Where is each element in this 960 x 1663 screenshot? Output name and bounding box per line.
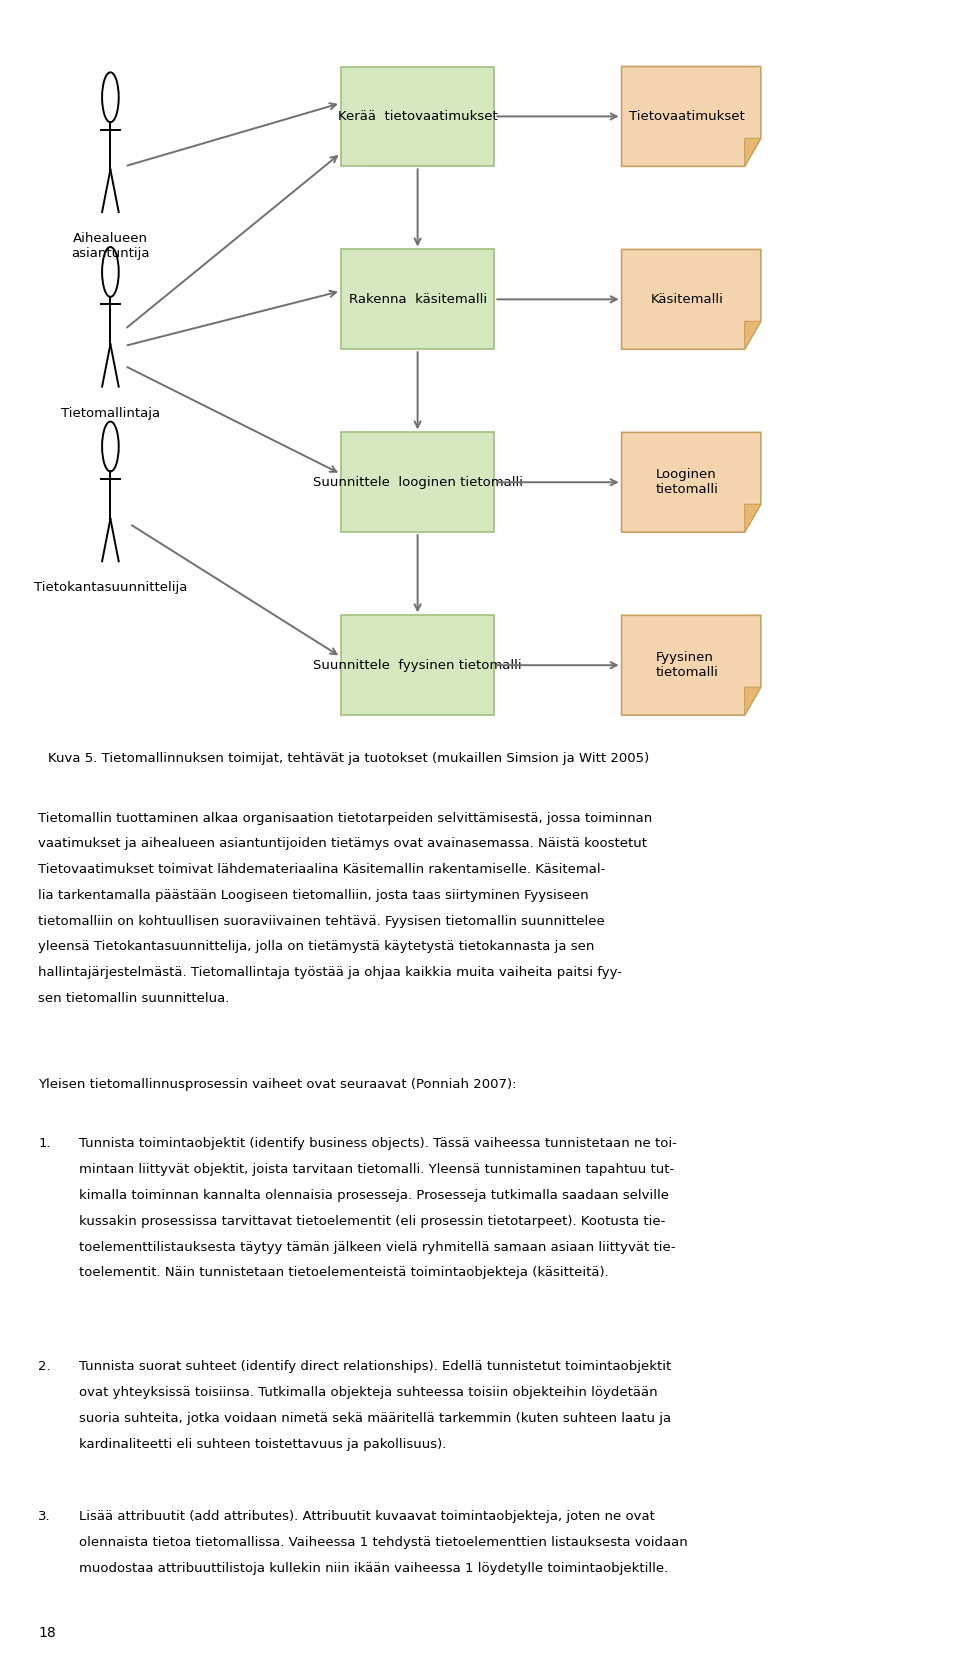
- Text: kussakin prosessissa tarvittavat tietoelementit (eli prosessin tietotarpeet). Ko: kussakin prosessissa tarvittavat tietoel…: [79, 1214, 665, 1227]
- Polygon shape: [621, 249, 760, 349]
- Text: Kuva 5. Tietomallinnuksen toimijat, tehtävät ja tuotokset (mukaillen Simsion ja : Kuva 5. Tietomallinnuksen toimijat, teht…: [48, 752, 649, 765]
- Text: Tietovaatimukset: Tietovaatimukset: [630, 110, 745, 123]
- Text: Tunnista suorat suhteet (identify direct relationships). Edellä tunnistetut toim: Tunnista suorat suhteet (identify direct…: [79, 1360, 671, 1374]
- Text: hallintajärjestelmästä. Tietomallintaja työstää ja ohjaa kaikkia muita vaiheita : hallintajärjestelmästä. Tietomallintaja …: [38, 966, 622, 980]
- Text: sen tietomallin suunnittelua.: sen tietomallin suunnittelua.: [38, 991, 229, 1004]
- Text: 2.: 2.: [38, 1360, 51, 1374]
- Text: tietomalliin on kohtuullisen suoraviivainen tehtävä. Fyysisen tietomallin suunni: tietomalliin on kohtuullisen suoraviivai…: [38, 915, 605, 928]
- Text: Tunnista toimintaobjektit (identify business objects). Tässä vaiheessa tunnistet: Tunnista toimintaobjektit (identify busi…: [79, 1137, 677, 1151]
- Text: Kerää  tietovaatimukset: Kerää tietovaatimukset: [338, 110, 497, 123]
- FancyBboxPatch shape: [341, 615, 494, 715]
- Polygon shape: [745, 321, 760, 349]
- Text: Tietovaatimukset toimivat lähdemateriaalina Käsitemallin rakentamiselle. Käsitem: Tietovaatimukset toimivat lähdemateriaal…: [38, 863, 606, 876]
- Text: Looginen
tietomalli: Looginen tietomalli: [656, 469, 719, 496]
- Text: kimalla toiminnan kannalta olennaisia prosesseja. Prosesseja tutkimalla saadaan : kimalla toiminnan kannalta olennaisia pr…: [79, 1189, 669, 1202]
- Text: Tietomallintaja: Tietomallintaja: [60, 406, 160, 419]
- Text: Suunnittele  looginen tietomalli: Suunnittele looginen tietomalli: [313, 476, 522, 489]
- Text: 1.: 1.: [38, 1137, 51, 1151]
- Text: mintaan liittyvät objektit, joista tarvitaan tietomalli. Yleensä tunnistaminen t: mintaan liittyvät objektit, joista tarvi…: [79, 1164, 674, 1176]
- Polygon shape: [745, 504, 760, 532]
- Text: Rakenna  käsitemalli: Rakenna käsitemalli: [348, 293, 487, 306]
- Text: muodostaa attribuuttilistoja kullekin niin ikään vaiheessa 1 löydetylle toiminta: muodostaa attribuuttilistoja kullekin ni…: [79, 1562, 668, 1575]
- Text: Aihealueen
asiantuntija: Aihealueen asiantuntija: [71, 231, 150, 259]
- Text: yleensä Tietokantasuunnittelija, jolla on tietämystä käytetystä tietokannasta ja: yleensä Tietokantasuunnittelija, jolla o…: [38, 941, 595, 953]
- Text: lia tarkentamalla päästään Loogiseen tietomalliin, josta taas siirtyminen Fyysis: lia tarkentamalla päästään Loogiseen tie…: [38, 888, 589, 901]
- FancyBboxPatch shape: [341, 67, 494, 166]
- Polygon shape: [621, 432, 760, 532]
- Text: 3.: 3.: [38, 1510, 51, 1523]
- Text: 18: 18: [38, 1626, 56, 1640]
- Polygon shape: [621, 615, 760, 715]
- Polygon shape: [745, 687, 760, 715]
- Text: olennaista tietoa tietomallissa. Vaiheessa 1 tehdystä tietoelementtien listaukse: olennaista tietoa tietomallissa. Vaihees…: [79, 1537, 687, 1548]
- Text: toelementtilistauksesta täytyy tämän jälkeen vielä ryhmitellä samaan asiaan liit: toelementtilistauksesta täytyy tämän jäl…: [79, 1241, 675, 1254]
- Text: Fyysinen
tietomalli: Fyysinen tietomalli: [656, 652, 719, 679]
- Text: kardinaliteetti eli suhteen toistettavuus ja pakollisuus).: kardinaliteetti eli suhteen toistettavuu…: [79, 1437, 446, 1450]
- Polygon shape: [745, 138, 760, 166]
- Text: ovat yhteyksissä toisiinsa. Tutkimalla objekteja suhteessa toisiin objekteihin l: ovat yhteyksissä toisiinsa. Tutkimalla o…: [79, 1387, 658, 1399]
- FancyBboxPatch shape: [341, 432, 494, 532]
- Polygon shape: [621, 67, 760, 166]
- FancyBboxPatch shape: [341, 249, 494, 349]
- Text: toelementit. Näin tunnistetaan tietoelementeistä toimintaobjekteja (käsitteitä).: toelementit. Näin tunnistetaan tietoelem…: [79, 1267, 609, 1279]
- Text: Tietokantasuunnittelija: Tietokantasuunnittelija: [34, 580, 187, 594]
- Text: Lisää attribuutit (add attributes). Attribuutit kuvaavat toimintaobjekteja, jote: Lisää attribuutit (add attributes). Attr…: [79, 1510, 655, 1523]
- Text: Tietomallin tuottaminen alkaa organisaation tietotarpeiden selvittämisestä, joss: Tietomallin tuottaminen alkaa organisaat…: [38, 812, 653, 825]
- Text: Käsitemalli: Käsitemalli: [651, 293, 724, 306]
- Text: Suunnittele  fyysinen tietomalli: Suunnittele fyysinen tietomalli: [313, 659, 522, 672]
- Text: vaatimukset ja aihealueen asiantuntijoiden tietämys ovat avainasemassa. Näistä k: vaatimukset ja aihealueen asiantuntijoid…: [38, 838, 647, 850]
- Text: suoria suhteita, jotka voidaan nimetä sekä määritellä tarkemmin (kuten suhteen l: suoria suhteita, jotka voidaan nimetä se…: [79, 1412, 671, 1425]
- Text: Yleisen tietomallinnusprosessin vaiheet ovat seuraavat (Ponniah 2007):: Yleisen tietomallinnusprosessin vaiheet …: [38, 1078, 516, 1091]
